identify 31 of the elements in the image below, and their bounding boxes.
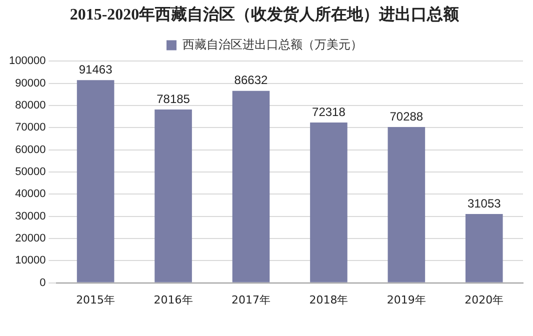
y-tick-label: 40000 (15, 188, 46, 200)
chart-title: 2015-2020年西藏自治区（收发货人所在地）进出口总额 (70, 6, 460, 24)
x-tick-label: 2020年 (464, 293, 504, 306)
y-tick-label: 60000 (15, 144, 46, 156)
legend-label: 西藏自治区进出口总额（万美元） (182, 37, 362, 52)
x-tick-label: 2015年 (76, 293, 116, 306)
data-label: 91463 (78, 62, 113, 76)
y-tick-label: 30000 (15, 210, 46, 222)
data-label: 78185 (156, 92, 190, 106)
y-tick-label: 80000 (15, 100, 46, 112)
y-tick-label: 20000 (15, 232, 46, 245)
bar (154, 110, 192, 282)
y-tick-label: 10000 (15, 254, 46, 267)
x-tick-label: 2019年 (386, 293, 426, 306)
data-label: 72318 (312, 104, 346, 119)
y-tick-label: 0 (40, 276, 46, 289)
y-tick-label: 100000 (8, 55, 46, 68)
bar (232, 90, 270, 282)
bar (76, 80, 114, 282)
y-tick-label: 50000 (15, 166, 46, 178)
bar (388, 127, 426, 282)
x-tick-label: 2016年 (154, 293, 193, 306)
y-tick-label: 70000 (15, 122, 46, 134)
data-label: 86632 (234, 73, 268, 88)
data-label: 70288 (390, 109, 424, 124)
bar (465, 214, 503, 282)
y-tick-label: 90000 (15, 77, 46, 90)
data-label: 31053 (467, 196, 502, 210)
x-tick-label: 2018年 (309, 293, 348, 306)
x-tick-label: 2017年 (231, 293, 270, 306)
bar (310, 122, 348, 282)
